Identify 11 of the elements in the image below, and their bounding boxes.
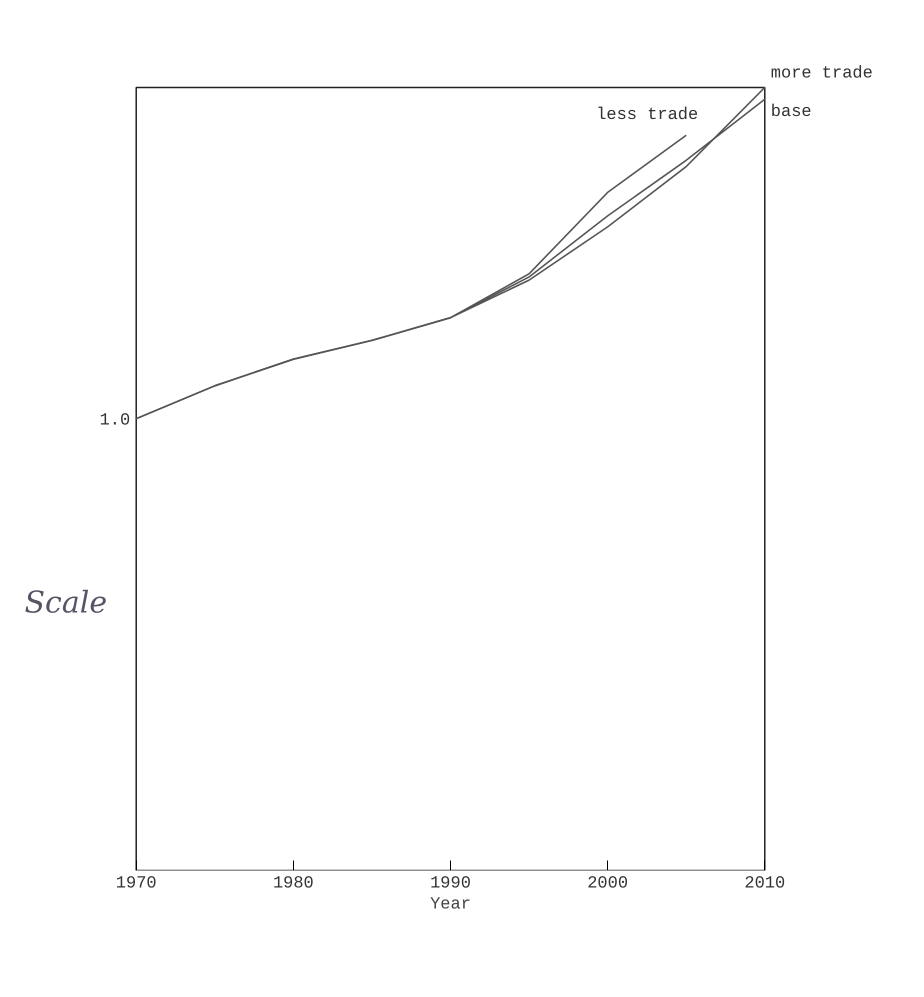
annotation: 1.0 xyxy=(100,412,130,431)
series-label: less trade xyxy=(596,106,698,126)
x-tick-label: 2000 xyxy=(587,874,628,894)
x-tick-label: 1980 xyxy=(272,874,314,894)
x-tick-label: 1970 xyxy=(116,874,157,894)
x-tick-label: 1990 xyxy=(430,874,471,894)
x-axis-title: Year xyxy=(430,896,471,914)
series-label: more trade xyxy=(770,64,873,84)
text: Scale xyxy=(24,586,108,620)
x-tick-label: 2010 xyxy=(744,874,786,894)
series-label: base xyxy=(770,103,812,122)
